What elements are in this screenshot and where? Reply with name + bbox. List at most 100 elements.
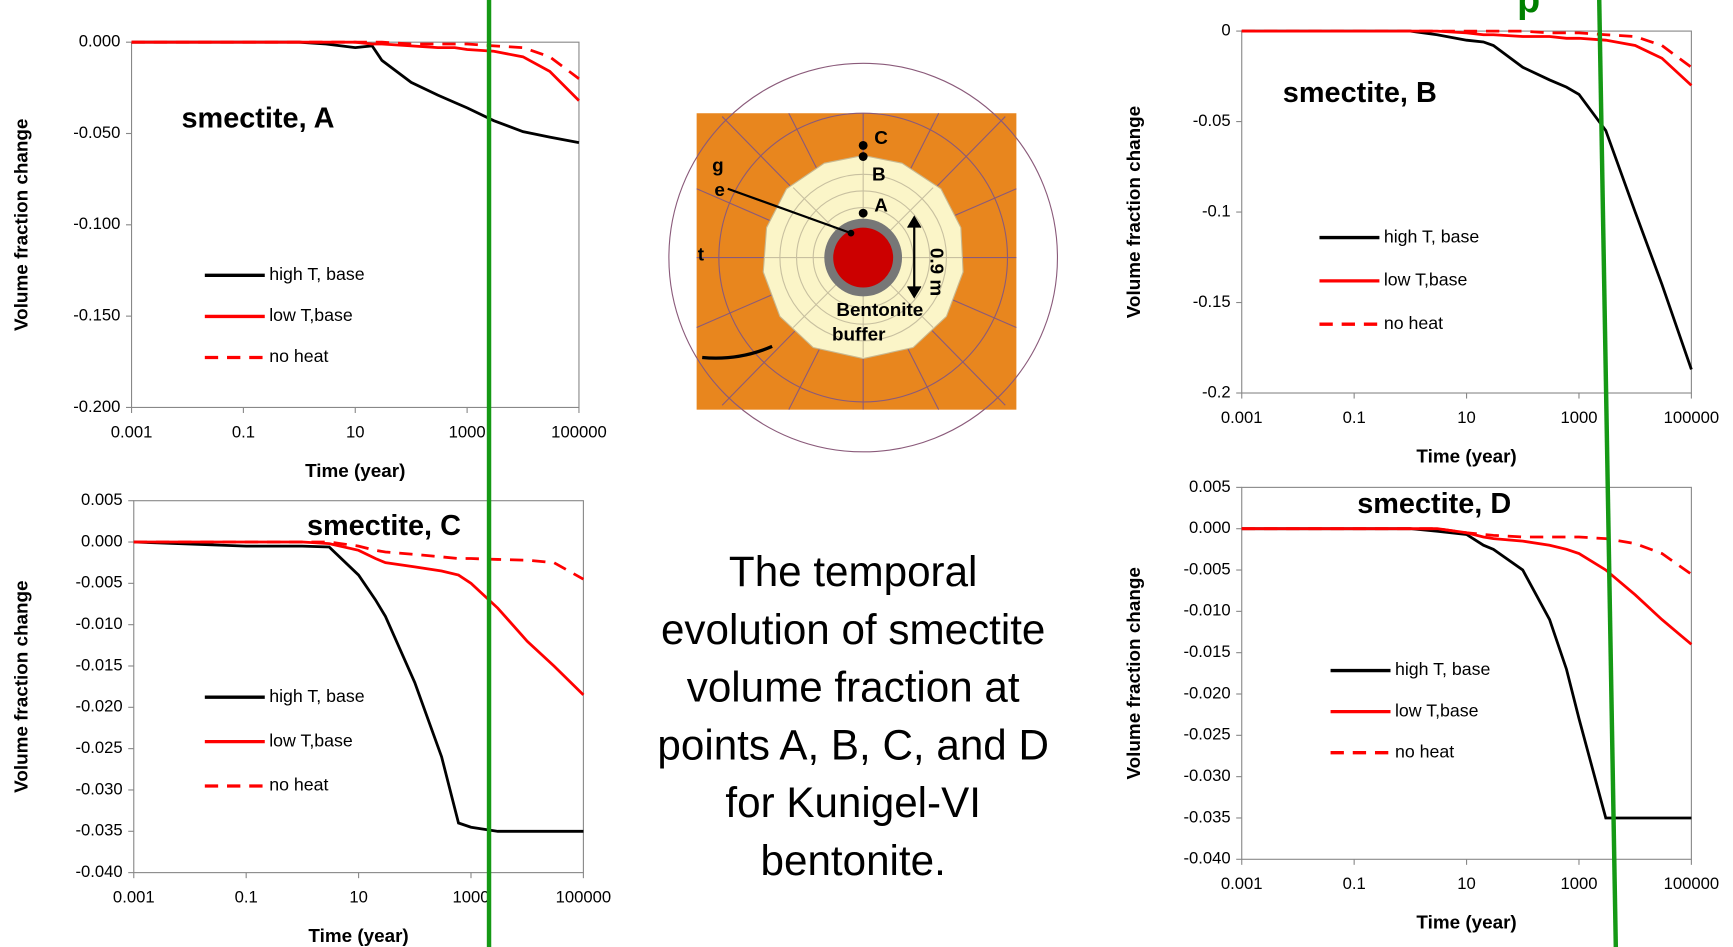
buffer-label: buffer xyxy=(832,323,886,344)
caption-line: evolution of smectite xyxy=(661,606,1045,653)
y-tick-label: -0.2 xyxy=(1202,382,1231,401)
y-tick-label: -0.005 xyxy=(1183,559,1230,578)
x-tick-label: 10 xyxy=(346,422,365,441)
legend-label: low T,base xyxy=(269,305,353,325)
caption-line: The temporal xyxy=(729,548,977,595)
legend-label: high T, base xyxy=(269,264,365,284)
y-tick-label: 0.000 xyxy=(81,531,123,550)
y-tick-label: -0.020 xyxy=(75,697,122,716)
chart: 0.000 -0.050 -0.100 -0.150 -0.200 0.001 0.1 10 1… xyxy=(11,32,607,481)
x-tick-label: 100000 xyxy=(1664,874,1720,893)
legend-label: no heat xyxy=(269,775,328,795)
y-tick-label: -0.040 xyxy=(1183,849,1230,868)
caption: The temporal evolution of smectite volume … xyxy=(657,548,1048,884)
x-tick-label: 0.001 xyxy=(1221,874,1263,893)
x-tick-label: 0.001 xyxy=(113,888,155,907)
x-axis-title: Time (year) xyxy=(305,460,405,481)
x-tick-label: 100000 xyxy=(556,888,612,907)
y-tick-label: 0 xyxy=(1221,20,1230,39)
y-tick-label: 0.000 xyxy=(1189,518,1231,537)
y-tick-label: -0.020 xyxy=(1183,683,1230,702)
caption-line: bentonite. xyxy=(761,837,946,884)
y-tick-label: -0.030 xyxy=(75,779,122,798)
y-tick-label: -0.025 xyxy=(75,738,122,757)
x-tick-label: 0.001 xyxy=(111,422,153,441)
y-tick-label: -0.005 xyxy=(75,573,122,592)
legend-label: high T, base xyxy=(1384,226,1480,246)
y-axis-title: Volume fraction change xyxy=(1123,567,1144,779)
x-tick-label: 10 xyxy=(349,888,368,907)
y-tick-label: -0.015 xyxy=(75,655,122,674)
x-tick-label: 1000 xyxy=(1560,874,1597,893)
x-tick-label: 100000 xyxy=(551,422,607,441)
y-tick-label: 0.005 xyxy=(1189,477,1231,496)
series-line xyxy=(1242,529,1692,645)
y-tick-label: -0.05 xyxy=(1193,111,1231,130)
y-tick-label: -0.200 xyxy=(73,397,120,416)
series-line xyxy=(134,542,584,695)
legend-label: low T,base xyxy=(1395,700,1479,720)
y-axis-title: Volume fraction change xyxy=(11,119,32,331)
point-marker xyxy=(859,141,868,150)
series-line xyxy=(132,42,579,100)
caption-line: for Kunigel-VI xyxy=(725,779,981,826)
x-tick-label: 0.001 xyxy=(1221,408,1263,427)
point-marker xyxy=(859,209,868,218)
y-tick-label: -0.1 xyxy=(1202,201,1231,220)
x-axis-title: Time (year) xyxy=(1416,912,1516,933)
y-tick-label: 0.005 xyxy=(81,490,123,509)
y-tick-label: -0.150 xyxy=(73,306,120,325)
point-label: B xyxy=(872,163,886,184)
chart: 0.0050.000-0.005-0.010-0.015-0.020-0.025… xyxy=(1123,477,1719,933)
x-tick-label: 100000 xyxy=(1664,408,1720,427)
page: {"chart_data": [ {"type": "line", "title… xyxy=(0,0,1733,947)
x-tick-label: 1000 xyxy=(449,422,486,441)
y-axis-title: Volume fraction change xyxy=(11,580,32,792)
legend-label: high T, base xyxy=(269,686,365,706)
legend-label: no heat xyxy=(1384,313,1443,333)
distance-label: 0.9 m xyxy=(926,248,947,296)
legend-label: no heat xyxy=(269,346,328,366)
cut-label: t xyxy=(698,243,705,264)
caption-line: points A, B, C, and D xyxy=(657,721,1048,768)
legend-label: low T,base xyxy=(269,730,353,750)
y-tick-label: -0.030 xyxy=(1183,766,1230,785)
y-tick-label: -0.010 xyxy=(75,614,122,633)
diagram: C B A 0.9 m Bentonite buffer g e t xyxy=(669,63,1058,452)
x-tick-label: 1000 xyxy=(1560,408,1597,427)
chart-title: smectite, B xyxy=(1283,77,1437,109)
y-tick-label: -0.050 xyxy=(73,123,120,142)
series-line xyxy=(1242,31,1692,67)
x-tick-label: 0.1 xyxy=(235,888,258,907)
y-tick-label: -0.040 xyxy=(75,862,122,881)
x-tick-label: 10 xyxy=(1457,874,1476,893)
chart-title: smectite, D xyxy=(1357,488,1511,520)
legend-label: high T, base xyxy=(1395,659,1491,679)
y-tick-label: 0.000 xyxy=(79,32,121,51)
x-tick-label: 1000 xyxy=(452,888,489,907)
y-tick-label: -0.100 xyxy=(73,214,120,233)
y-tick-label: -0.015 xyxy=(1183,642,1230,661)
canister xyxy=(833,228,893,288)
point-label: A xyxy=(874,194,888,215)
slide: C B A 0.9 m Bentonite buffer g e t p 0.0… xyxy=(0,0,1733,947)
caption-line: volume fraction at xyxy=(687,664,1020,711)
x-tick-label: 0.1 xyxy=(232,422,255,441)
buffer-label: Bentonite xyxy=(836,299,923,320)
point-label: C xyxy=(874,127,888,148)
y-tick-label: -0.035 xyxy=(1183,807,1230,826)
legend-label: no heat xyxy=(1395,741,1454,761)
header-fragment: p xyxy=(1517,0,1540,20)
point-marker xyxy=(859,152,868,161)
x-tick-label: 0.1 xyxy=(1343,408,1366,427)
plot-area xyxy=(132,42,579,407)
y-tick-label: -0.035 xyxy=(75,821,122,840)
chart-title: smectite, C xyxy=(307,510,461,542)
x-tick-label: 0.1 xyxy=(1343,874,1366,893)
legend-label: low T,base xyxy=(1384,270,1468,290)
y-axis-title: Volume fraction change xyxy=(1123,106,1144,318)
chart: 0.005 0.000 -0.005 -0.010 -0.015 -0.020 -0.025… xyxy=(11,490,611,946)
y-tick-label: -0.15 xyxy=(1193,292,1231,311)
y-tick-label: -0.010 xyxy=(1183,601,1230,620)
